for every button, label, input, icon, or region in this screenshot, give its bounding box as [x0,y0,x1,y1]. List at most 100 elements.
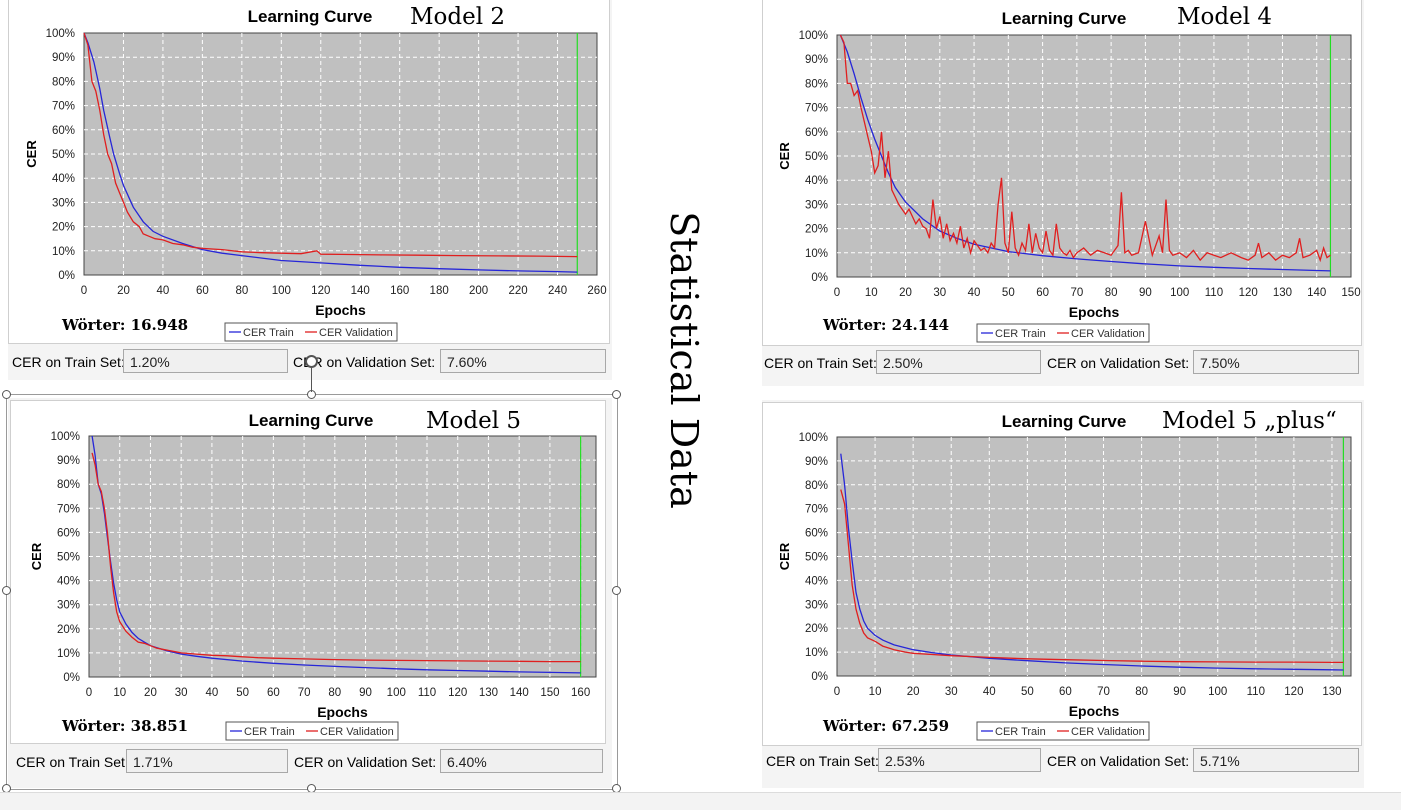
y-tick-label: 100% [799,30,828,42]
x-tick-label: 160 [390,285,409,297]
x-tick-label: 80 [328,687,341,699]
validation-set-label: CER on Validation Set: [293,354,436,370]
y-tick-label: 80% [52,76,75,88]
rotate-handle[interactable] [305,355,318,368]
y-tick-label: 100% [46,28,75,40]
series-line-train [840,453,1344,671]
chart-title: Learning Curve [249,411,374,430]
y-tick-label: 10% [805,248,828,260]
legend-entry: CER Validation [1071,328,1145,340]
chart-title: Learning Curve [248,7,373,26]
selection-frame[interactable] [6,394,618,790]
validation-cer-field[interactable]: 7.60% [440,349,606,373]
x-tick-label: 40 [206,687,219,699]
x-tick-label: 10 [113,687,126,699]
y-tick-label: 0% [811,272,828,284]
y-tick-label: 30% [57,600,80,612]
train-cer-field[interactable]: 1.71% [126,749,288,773]
x-tick-label: 110 [418,687,436,699]
x-tick-label: 260 [587,285,606,297]
y-tick-label: 100% [51,431,80,443]
x-tick-label: 180 [430,285,449,297]
word-count: Wörter: 24.144 [823,316,950,334]
x-tick-label: 120 [1239,287,1258,299]
model-label: Model 5 „plus“ [1162,408,1337,434]
y-tick-label: 100% [799,432,828,444]
series-line-train [839,34,1331,272]
validation-cer-field[interactable]: 6.40% [440,749,603,773]
y-tick-label: 40% [805,175,828,187]
y-axis-label: CER [24,140,39,168]
y-tick-label: 50% [805,552,828,564]
validation-cer-field[interactable]: 7.50% [1193,350,1359,374]
x-tick-label: 200 [469,285,488,297]
x-tick-label: 20 [899,287,912,299]
x-tick-label: 90 [1139,287,1152,299]
x-tick-label: 0 [834,686,840,698]
y-tick-label: 30% [52,197,75,209]
x-tick-label: 130 [479,687,498,699]
x-tick-label: 30 [933,287,946,299]
x-tick-label: 90 [1173,686,1186,698]
legend-entry: CER Train [995,726,1046,738]
y-tick-label: 40% [52,173,75,185]
y-tick-label: 80% [57,479,80,491]
resize-handle-left[interactable] [2,586,11,595]
word-count: Wörter: 16.948 [62,316,189,334]
series-line-validation [83,32,578,258]
x-tick-label: 50 [236,687,249,699]
x-tick-label: 40 [157,285,170,297]
x-tick-label: 140 [510,687,529,699]
rotate-handle-stem [311,368,312,392]
train-cer-field[interactable]: 2.53% [878,748,1041,772]
x-axis-label: Epochs [315,302,366,318]
x-tick-label: 80 [1135,686,1148,698]
y-tick-label: 90% [805,54,828,66]
y-tick-label: 0% [63,672,80,684]
x-tick-label: 100 [272,285,291,297]
x-tick-label: 60 [1059,686,1072,698]
train-set-label: CER on Train Set: [12,354,125,370]
y-tick-label: 80% [805,480,828,492]
x-tick-label: 150 [1341,287,1360,299]
validation-cer-field[interactable]: 5.71% [1193,748,1359,772]
resize-handle-top-left[interactable] [2,390,11,399]
x-tick-label: 100 [1208,686,1227,698]
y-tick-label: 40% [57,576,80,588]
x-tick-label: 20 [117,285,130,297]
model-label: Model 2 [410,4,506,30]
y-axis-label: CER [777,142,792,170]
y-tick-label: 80% [805,78,828,90]
chart-title: Learning Curve [1002,9,1127,28]
legend-entry: CER Validation [319,327,393,339]
x-tick-label: 130 [1273,287,1292,299]
validation-set-label: CER on Validation Set: [1047,753,1190,769]
x-axis-label: Epochs [1069,703,1120,719]
series-line-validation [840,489,1344,664]
resize-handle-top-right[interactable] [612,390,621,399]
y-tick-label: 50% [805,151,828,163]
resize-handle-right[interactable] [612,586,621,595]
x-tick-label: 150 [540,687,559,699]
word-count: Wörter: 38.851 [62,717,189,735]
y-tick-label: 70% [805,504,828,516]
status-bar [0,792,1401,810]
y-tick-label: 50% [57,552,80,564]
x-tick-label: 60 [267,687,280,699]
train-cer-field[interactable]: 2.50% [876,350,1041,374]
x-tick-label: 30 [945,686,958,698]
train-set-label: CER on Train Set: [16,754,129,770]
train-set-label: CER on Train Set: [764,355,877,371]
y-tick-label: 60% [52,125,75,137]
y-tick-label: 20% [57,624,80,636]
y-tick-label: 20% [52,222,75,234]
y-tick-label: 90% [57,455,80,467]
x-tick-label: 40 [983,686,996,698]
x-tick-label: 50 [1021,686,1034,698]
train-cer-field[interactable]: 1.20% [123,349,288,373]
y-tick-label: 70% [57,503,80,515]
y-tick-label: 70% [805,103,828,115]
x-tick-label: 0 [81,285,87,297]
x-tick-label: 160 [571,687,590,699]
x-tick-label: 120 [311,285,330,297]
